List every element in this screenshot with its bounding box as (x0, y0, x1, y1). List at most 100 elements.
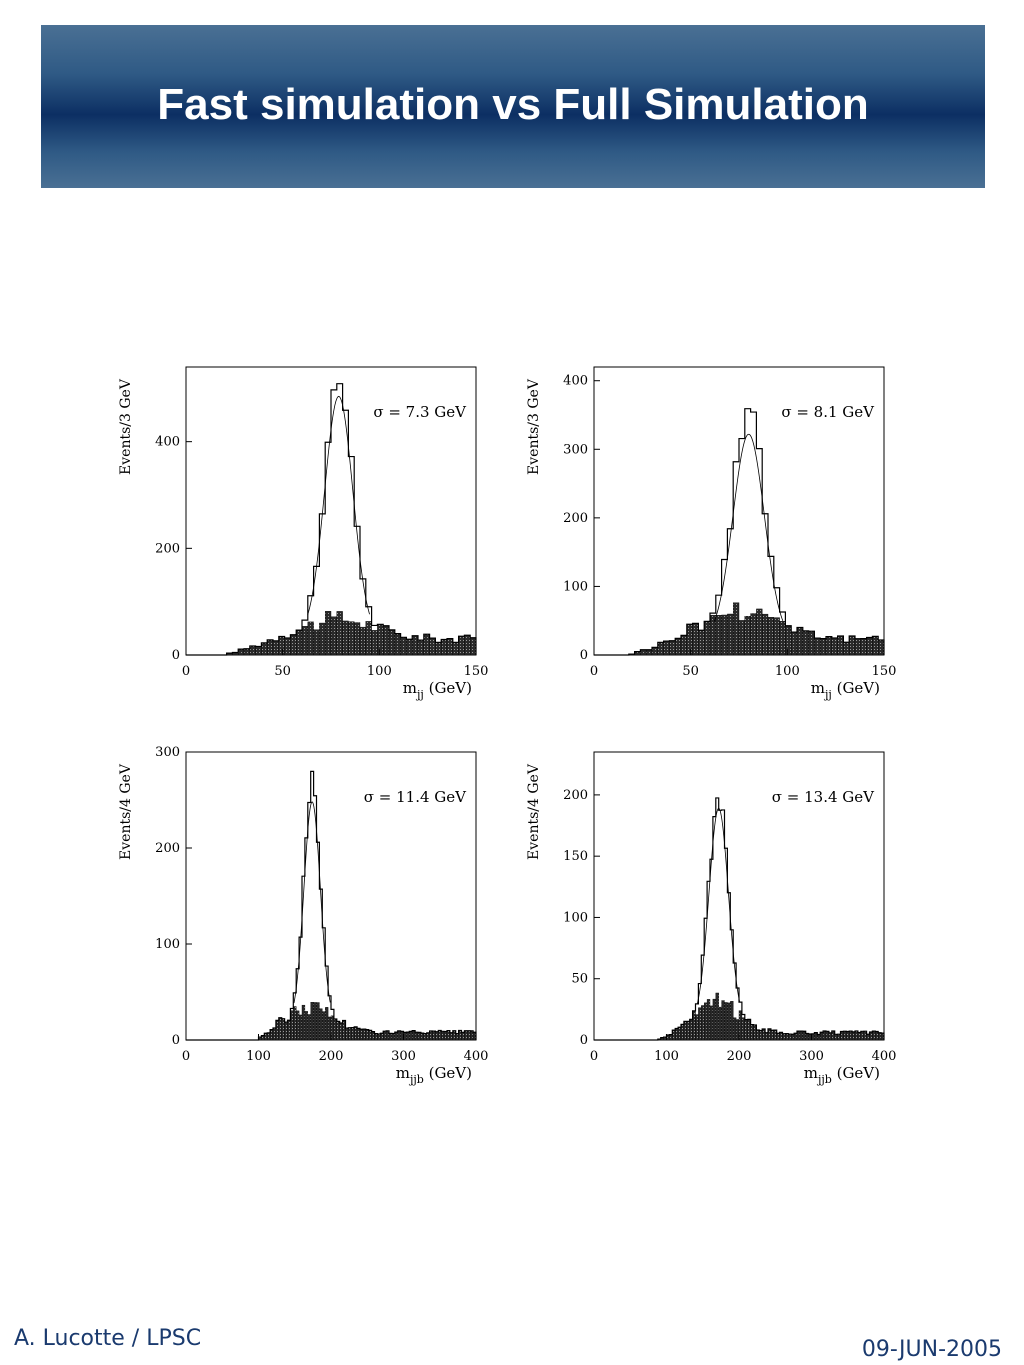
y-tick-label: 0 (172, 1033, 180, 1048)
background-bar (860, 638, 867, 656)
background-bar (846, 1031, 850, 1041)
background-bar (857, 1032, 861, 1041)
background-bar (290, 634, 297, 656)
background-bar (319, 622, 326, 656)
background-bar (715, 992, 719, 1041)
x-tick-label: 300 (799, 1049, 824, 1064)
footer-date: 09-JUN-2005 (861, 1337, 1002, 1362)
background-bar (295, 1010, 300, 1041)
gaussian-fit-curve (307, 395, 370, 616)
background-bar (406, 639, 413, 656)
background-bar (307, 621, 314, 656)
background-bar (727, 1002, 731, 1041)
background-bar (791, 1034, 795, 1041)
background-bar (449, 1032, 453, 1041)
background-bar (741, 1017, 745, 1041)
background-bar (266, 1032, 271, 1041)
background-bar (435, 1031, 439, 1041)
background-bar (298, 1014, 303, 1041)
background-bar (640, 649, 647, 656)
background-bar (362, 1028, 366, 1041)
background-bar (377, 624, 384, 656)
background-bar (721, 614, 728, 656)
background-bar (799, 1030, 803, 1041)
background-bar (441, 639, 448, 656)
y-tick-label: 0 (580, 1033, 588, 1048)
background-bar (249, 645, 256, 656)
background-bar (767, 617, 775, 656)
background-bar (730, 1001, 734, 1041)
x-axis-label: mjj (GeV) (403, 679, 472, 701)
sigma-annotation: σ = 11.4 GeV (364, 788, 467, 806)
y-tick-label: 200 (563, 511, 588, 526)
background-bar (727, 613, 734, 656)
background-bar (301, 626, 309, 656)
background-bar (674, 638, 682, 656)
x-tick-label: 200 (727, 1049, 752, 1064)
y-tick-label: 400 (155, 435, 180, 450)
background-bar (261, 642, 268, 656)
y-tick-label: 300 (563, 442, 588, 457)
x-tick-label: 0 (590, 1049, 598, 1064)
background-bar (313, 1002, 317, 1041)
background-bar (374, 1033, 378, 1041)
background-bar (802, 630, 809, 656)
sigma-annotation: σ = 13.4 GeV (772, 788, 875, 806)
y-axis-label: Events/4 GeV (526, 763, 542, 860)
background-bar (732, 1017, 737, 1041)
background-bar (764, 1032, 769, 1041)
background-bar (423, 1033, 427, 1041)
background-bar (732, 602, 740, 656)
background-bar (452, 642, 459, 656)
background-bar (365, 621, 372, 656)
background-bar (284, 637, 291, 656)
background-bar (698, 630, 705, 656)
y-tick-label: 100 (563, 579, 588, 594)
x-tick-label: 0 (182, 664, 190, 679)
background-bar (458, 635, 465, 656)
background-bar (324, 1007, 329, 1041)
background-bar (293, 1006, 297, 1041)
title-bar: Fast simulation vs Full Simulation (41, 25, 985, 188)
signal-histogram (594, 408, 885, 656)
background-bar (878, 1032, 882, 1041)
background-bar (744, 1019, 748, 1041)
background-bar (820, 638, 827, 656)
background-bar (878, 639, 885, 656)
background-bar (698, 1007, 702, 1041)
background-bar (709, 614, 717, 656)
background-bar (851, 1031, 856, 1041)
background-bar (388, 629, 395, 656)
background-bar (686, 1021, 690, 1041)
background-bar (304, 1011, 308, 1041)
background-bar (706, 999, 711, 1041)
background-bar (284, 1021, 288, 1041)
background-bar (356, 1028, 361, 1041)
background-bar (351, 1027, 355, 1041)
histogram-panel-mjj-full: 0 50 100 150 0 100 200 300 400 Events/3 GeV mjj (G… (526, 366, 896, 701)
background-bar (394, 633, 401, 656)
background-bar (837, 635, 844, 656)
footer-author: A. Lucotte / LPSC (14, 1326, 202, 1351)
background-bar (770, 1030, 774, 1041)
background-bar (680, 635, 688, 656)
background-bar (808, 631, 815, 656)
gaussian-fit-curve (713, 433, 784, 622)
histogram-panel-mjjb-full: 0 100 200 300 400 0 50 100 150 200 Events/4 GeV mjj… (526, 751, 896, 1086)
background-bar (837, 1033, 841, 1041)
x-axis-label: mjjb (GeV) (804, 1064, 880, 1086)
background-bar (663, 640, 670, 656)
background-bar (750, 1024, 754, 1041)
background-bar (441, 1031, 445, 1041)
background-bar (849, 635, 856, 656)
background-bar (295, 629, 303, 656)
background-bar (464, 634, 471, 656)
background-bar (843, 1031, 847, 1041)
background-bar (669, 640, 676, 656)
y-tick-label: 200 (155, 541, 180, 556)
background-bar (651, 647, 659, 656)
background-bar (316, 1002, 320, 1041)
histogram-panel-mjj-fast: 0 50 100 150 0 200 400 Events/3 GeV mjj (GeV) σ =… (118, 366, 488, 701)
y-tick-label: 100 (563, 910, 588, 925)
background-bar (348, 1027, 352, 1041)
